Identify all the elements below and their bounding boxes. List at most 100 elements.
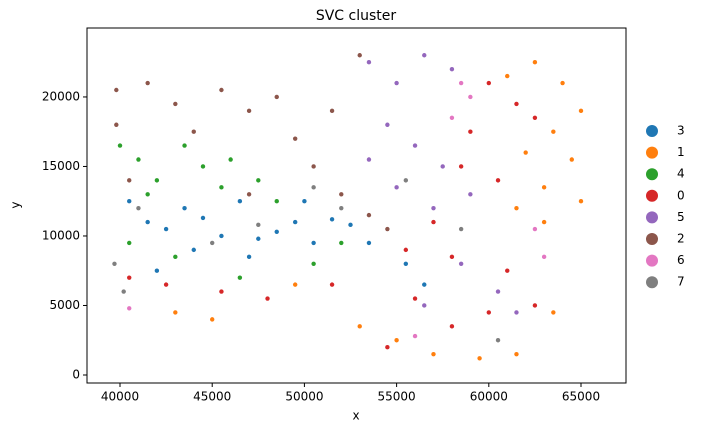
point xyxy=(173,310,178,315)
point xyxy=(468,94,473,100)
point xyxy=(329,108,335,114)
y-tick-label: 5000 xyxy=(49,298,80,312)
y-tick-label: 20000 xyxy=(42,89,80,103)
point xyxy=(114,87,119,93)
point xyxy=(173,254,178,260)
point xyxy=(274,199,279,204)
point xyxy=(458,164,464,169)
point xyxy=(348,222,353,228)
point xyxy=(449,254,455,260)
point xyxy=(163,282,169,287)
point xyxy=(578,199,584,204)
point xyxy=(532,226,538,232)
point xyxy=(514,351,519,357)
legend-marker xyxy=(646,189,658,202)
point xyxy=(422,282,427,287)
point xyxy=(431,351,436,357)
point xyxy=(265,296,270,301)
point xyxy=(551,310,556,315)
point xyxy=(292,282,298,287)
legend-label: 0 xyxy=(677,188,685,202)
point xyxy=(237,199,243,204)
point xyxy=(329,282,335,287)
point xyxy=(228,157,233,162)
legend-label: 7 xyxy=(677,275,685,289)
x-tick-label: 65000 xyxy=(562,390,600,404)
point xyxy=(127,275,132,280)
point xyxy=(237,275,243,280)
point xyxy=(385,344,390,350)
point xyxy=(136,205,141,211)
point xyxy=(127,178,132,183)
point xyxy=(440,164,445,169)
point xyxy=(127,240,132,246)
point xyxy=(173,101,178,107)
point xyxy=(449,324,455,329)
point xyxy=(311,240,316,246)
x-axis-label: x xyxy=(352,409,359,423)
point xyxy=(210,240,215,246)
point xyxy=(302,199,307,204)
point xyxy=(541,219,547,225)
point xyxy=(495,338,501,343)
point xyxy=(357,324,362,329)
legend-label: 3 xyxy=(677,124,685,138)
point xyxy=(117,143,123,148)
point xyxy=(532,303,538,308)
point xyxy=(219,87,224,93)
point xyxy=(458,261,464,266)
point xyxy=(114,122,119,127)
legend-label: 1 xyxy=(677,145,685,159)
point xyxy=(514,101,519,107)
point xyxy=(523,150,528,155)
point xyxy=(412,296,418,301)
point xyxy=(468,129,473,134)
point xyxy=(458,226,464,232)
point xyxy=(366,212,372,218)
point xyxy=(385,122,390,127)
point xyxy=(127,199,132,204)
point xyxy=(551,129,556,134)
point xyxy=(412,143,418,148)
point xyxy=(422,53,427,58)
point xyxy=(339,192,344,197)
point xyxy=(394,185,399,190)
point xyxy=(422,303,427,308)
chart-title: SVC cluster xyxy=(316,8,397,24)
point xyxy=(246,108,252,114)
legend-marker xyxy=(646,276,658,289)
point xyxy=(431,205,436,211)
point xyxy=(366,157,372,162)
point xyxy=(431,219,436,225)
point xyxy=(495,178,501,183)
point xyxy=(219,185,224,190)
point xyxy=(486,80,492,86)
point xyxy=(210,317,215,322)
point xyxy=(505,73,510,79)
point xyxy=(145,219,150,225)
point xyxy=(403,247,409,253)
point xyxy=(329,217,335,222)
plot-frame xyxy=(86,27,627,384)
point xyxy=(219,233,224,239)
point xyxy=(541,185,547,190)
point xyxy=(541,254,547,260)
x-tick-label: 50000 xyxy=(285,390,323,404)
legend-marker xyxy=(646,254,658,267)
y-tick-label: 10000 xyxy=(42,228,80,242)
x-tick-label: 55000 xyxy=(378,390,416,404)
point xyxy=(200,164,206,169)
point xyxy=(246,192,252,197)
point xyxy=(339,205,344,211)
point xyxy=(569,157,574,162)
point xyxy=(256,222,261,228)
x-tick-label: 45000 xyxy=(193,390,231,404)
point xyxy=(182,205,187,211)
y-tick-label: 15000 xyxy=(42,159,80,173)
y-tick-label: 0 xyxy=(72,367,80,381)
legend-label: 5 xyxy=(677,210,685,224)
legend-label: 2 xyxy=(677,232,685,246)
legend-label: 4 xyxy=(677,167,685,181)
point xyxy=(311,164,316,169)
point xyxy=(200,215,206,221)
